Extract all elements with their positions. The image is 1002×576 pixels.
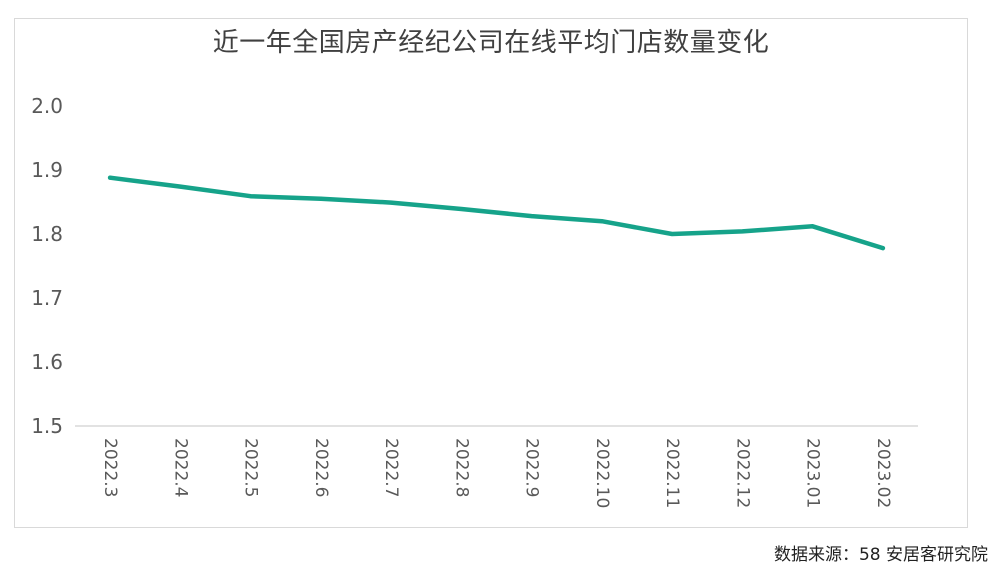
x-tick-label: 2022.9 [522, 438, 542, 497]
data-point [670, 232, 675, 236]
x-tick-label: 2022.11 [662, 438, 682, 508]
series-line [107, 175, 886, 251]
y-tick-label: 2.0 [31, 94, 63, 118]
data-point [108, 175, 113, 180]
data-point [389, 200, 394, 205]
data-point [459, 207, 464, 212]
x-tick-label: 2023.02 [873, 438, 893, 508]
data-point [810, 224, 815, 229]
x-tick-label: 2022.6 [311, 438, 331, 497]
x-axis-ticks: 2022.3 2022.4 2022.5 2022.6 2022.7 2022.8 2022… [100, 438, 893, 508]
x-tick-label: 2022.7 [381, 438, 401, 497]
data-point [248, 194, 253, 199]
x-tick-label: 2022.3 [100, 438, 120, 497]
x-tick-label: 2022.4 [170, 438, 190, 497]
x-tick-label: 2022.5 [241, 438, 261, 497]
x-tick-label: 2022.8 [451, 438, 471, 497]
data-point [529, 214, 534, 219]
data-point [318, 196, 323, 201]
series-group [107, 175, 886, 251]
x-tick-label: 2022.12 [732, 438, 752, 508]
y-tick-label: 1.7 [31, 286, 63, 310]
data-point [178, 184, 183, 189]
y-tick-label: 1.6 [31, 350, 63, 374]
y-tick-label: 1.8 [31, 222, 63, 246]
x-tick-label: 2022.10 [592, 438, 612, 508]
y-axis-ticks: 1.5 1.6 1.7 1.8 1.9 2.0 [31, 94, 63, 438]
data-point [740, 229, 745, 234]
x-tick-label: 2023.01 [803, 438, 823, 508]
y-tick-label: 1.9 [31, 158, 63, 182]
data-point [599, 219, 604, 224]
chart-title: 近一年全国房产经纪公司在线平均门店数量变化 [212, 28, 770, 58]
data-point [880, 246, 885, 251]
y-tick-label: 1.5 [31, 414, 63, 438]
chart-frame [14, 18, 968, 528]
source-note: 数据来源：58 安居客研究院 [773, 545, 988, 565]
